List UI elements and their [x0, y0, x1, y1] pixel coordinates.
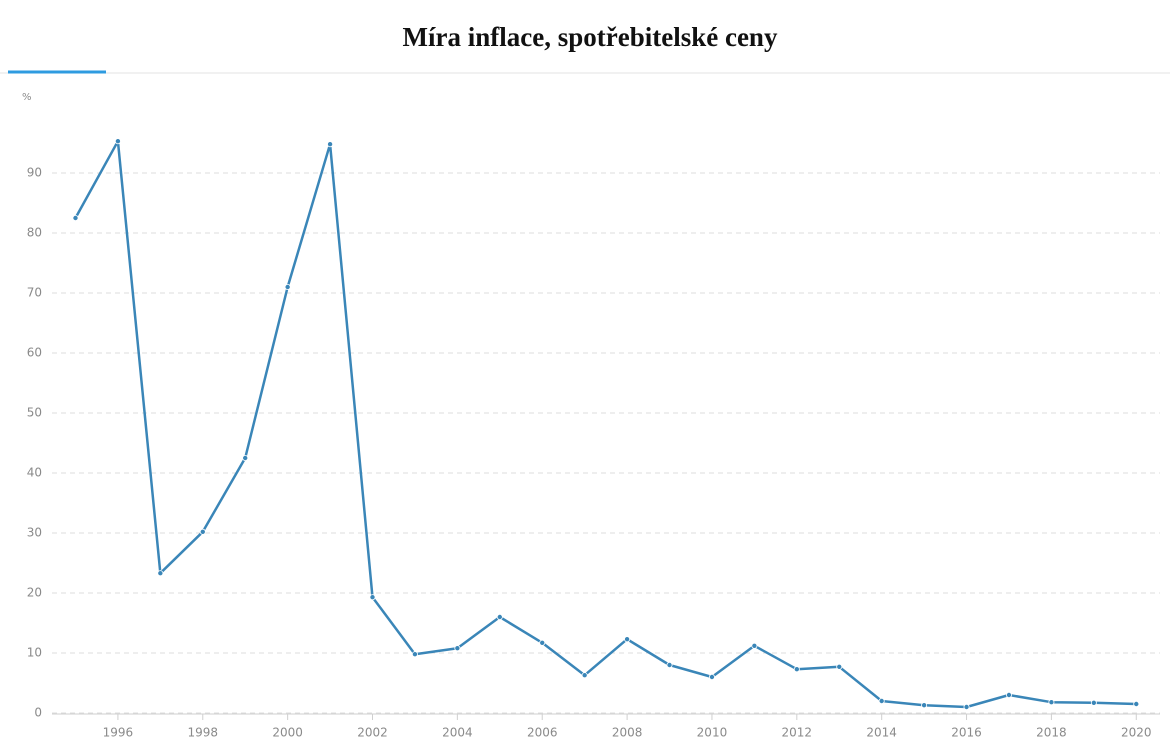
point — [157, 570, 164, 577]
point — [411, 651, 418, 658]
x-tick-label: 2010 — [697, 726, 728, 740]
point — [242, 454, 249, 461]
y-tick-label: 80 — [27, 226, 42, 240]
point — [1090, 699, 1097, 706]
x-tick-label: 1998 — [188, 726, 219, 740]
point — [581, 672, 588, 679]
x-tick-label: 2016 — [951, 726, 982, 740]
y-tick-label: 30 — [27, 526, 42, 540]
point — [836, 663, 843, 670]
point — [963, 704, 970, 711]
x-tick-label: 2000 — [272, 726, 303, 740]
y-tick-label: 60 — [27, 346, 42, 360]
y-tick-label: 40 — [27, 466, 42, 480]
point — [369, 594, 376, 601]
x-tick-label: 2020 — [1121, 726, 1152, 740]
x-tick-label: 2008 — [612, 726, 643, 740]
y-tick-label: 70 — [27, 286, 42, 300]
point — [1005, 692, 1012, 699]
point — [666, 662, 673, 669]
point — [1048, 699, 1055, 706]
x-tick-label: 1996 — [103, 726, 134, 740]
point — [327, 141, 334, 148]
point — [199, 528, 206, 535]
x-tick-label: 2014 — [866, 726, 897, 740]
point — [708, 674, 715, 681]
point — [284, 283, 291, 290]
y-tick-label: 50 — [27, 406, 42, 420]
y-tick-label: 20 — [27, 586, 42, 600]
x-tick-label: 2018 — [1036, 726, 1067, 740]
y-tick-label: 90 — [27, 166, 42, 180]
point — [1133, 701, 1140, 708]
point — [72, 214, 79, 221]
y-tick-label: 0 — [34, 706, 42, 720]
x-tick-label: 2002 — [357, 726, 388, 740]
x-tick-label: 2006 — [527, 726, 558, 740]
y-unit: % — [22, 92, 32, 103]
chart-title: Míra inflace, spotřebitelské ceny — [403, 22, 778, 52]
point — [751, 642, 758, 649]
y-tick-label: 10 — [27, 646, 42, 660]
point — [539, 639, 546, 646]
point — [454, 645, 461, 652]
point — [624, 636, 631, 643]
x-tick-label: 2004 — [442, 726, 473, 740]
point — [921, 702, 928, 709]
x-tick-label: 2012 — [782, 726, 813, 740]
point — [496, 614, 503, 621]
point — [793, 666, 800, 673]
point — [114, 138, 121, 145]
line — [74, 139, 1137, 709]
point — [878, 698, 885, 705]
